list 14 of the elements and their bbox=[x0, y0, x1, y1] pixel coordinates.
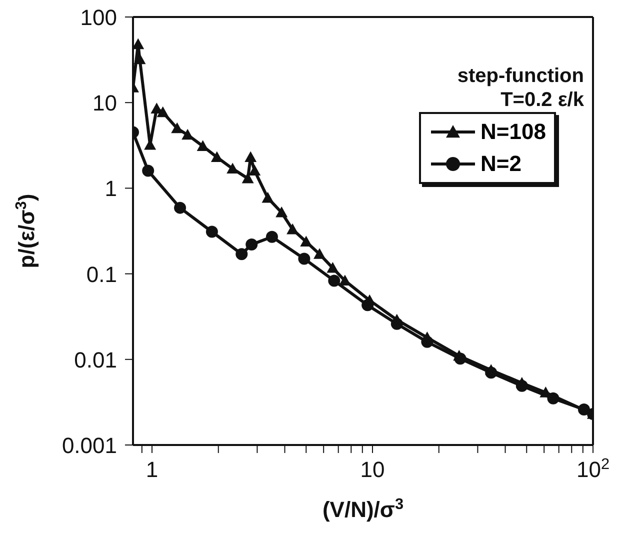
y-tick-label: 10 bbox=[92, 90, 117, 116]
y-tick-label: 100 bbox=[80, 5, 117, 30]
legend-label: N=2 bbox=[480, 151, 522, 177]
y-tick-label: 0.1 bbox=[86, 262, 117, 287]
y-tick-label: 0.001 bbox=[62, 433, 117, 458]
x-tick-label: 10 bbox=[360, 457, 385, 482]
annotation: step-function bbox=[457, 64, 584, 88]
annotation: T=0.2 ε/k bbox=[500, 88, 584, 112]
x-axis-title: (V/N)/σ$^{3}$ bbox=[322, 496, 404, 522]
legend-label: N=108 bbox=[480, 119, 546, 145]
y-tick-label: 0.01 bbox=[74, 347, 117, 372]
y-tick-label: 1 bbox=[104, 176, 117, 202]
x-tick-label: 1 bbox=[146, 457, 158, 482]
x-tick-label: 10$^{2}$ bbox=[576, 456, 610, 482]
